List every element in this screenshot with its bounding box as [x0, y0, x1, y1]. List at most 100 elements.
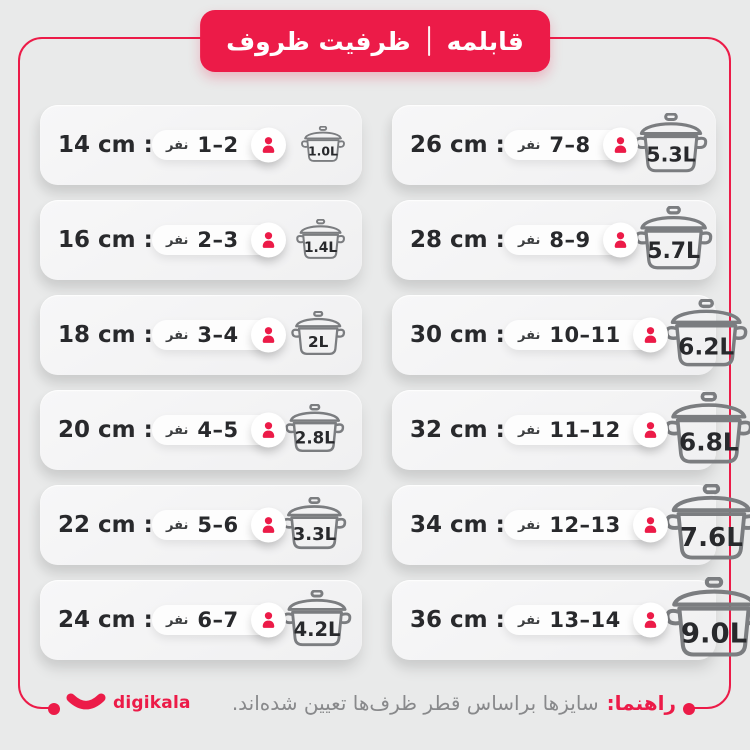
person-icon	[614, 137, 626, 153]
pot-icon: 6.2L	[663, 298, 749, 372]
pot-lid	[671, 496, 750, 513]
pot-lid	[289, 411, 341, 422]
people-count: 11–12	[549, 418, 621, 442]
people-unit-label: نفر	[518, 422, 541, 438]
frame-end-dot-right	[683, 703, 695, 715]
title-banner: ظرفیت ظروف قابلمه	[200, 10, 550, 72]
pot-handle-left	[301, 140, 309, 148]
size-label: 30 cm :	[410, 322, 505, 348]
pot-handle-left	[665, 609, 682, 626]
pot-body	[676, 512, 747, 560]
size-row: 26 cm : نفر 7–8 5.3L	[392, 105, 716, 185]
pot-body	[289, 516, 339, 550]
pot-icon: 9.0L	[663, 577, 750, 663]
pot-lid	[286, 505, 342, 517]
pot-liters-label: 2.8L	[295, 429, 335, 448]
pot-liters-label: 5.3L	[646, 143, 695, 167]
person-badge	[632, 602, 668, 638]
people-unit-label: نفر	[518, 517, 541, 533]
pot-lid-knob	[309, 404, 321, 411]
pot-handle-left	[634, 231, 648, 245]
size-row: 20 cm : نفر 4–5 2.8L	[40, 390, 362, 470]
digikala-wordmark: digikala	[113, 693, 191, 713]
person-icon	[614, 232, 626, 248]
pot-icon: 5.3L	[633, 113, 709, 177]
pot-icon: 4.2L	[281, 589, 353, 650]
pot-icon: 6.8L	[663, 391, 750, 469]
people-unit-label: نفر	[166, 422, 189, 438]
frame-bottom-mask	[54, 701, 689, 712]
pot-icon: 2.8L	[284, 404, 346, 456]
people-unit-label: نفر	[518, 232, 541, 248]
size-row: 24 cm : نفر 6–7 4.2L	[40, 580, 362, 660]
person-icon	[262, 232, 274, 248]
people-pill: نفر 2–3	[152, 222, 286, 258]
pot-lid-knob	[312, 311, 323, 318]
person-icon	[644, 612, 657, 628]
people-unit-label: نفر	[518, 327, 541, 343]
size-row: 30 cm : نفر 10–11 6.2L	[392, 295, 748, 375]
pot-lid-knob	[310, 589, 324, 598]
pot-body	[301, 233, 339, 259]
people-unit-label: نفر	[166, 137, 189, 153]
pot-icon: 3.3L	[281, 496, 348, 553]
pot-lid	[670, 309, 742, 324]
digikala-logo: digikala	[66, 693, 191, 713]
person-badge	[250, 412, 286, 448]
people-pill: نفر 12–13	[504, 507, 668, 543]
people-count: 6–7	[197, 608, 239, 632]
pot-liters-label: 9.0L	[681, 617, 747, 649]
person-badge	[632, 412, 668, 448]
person-badge	[250, 222, 286, 258]
pot-body	[675, 418, 742, 463]
pot-body	[297, 327, 339, 356]
pot-handle-left	[664, 325, 679, 340]
pot-liters-label: 7.6L	[680, 523, 743, 553]
people-pill: نفر 8–9	[504, 222, 638, 258]
people-count: 5–6	[197, 513, 239, 537]
size-row: 36 cm : نفر 13–14 9.0L	[392, 577, 750, 660]
pot-lid	[639, 215, 707, 230]
size-row: 34 cm : نفر 12–13 7.6L	[392, 484, 750, 565]
size-label: 36 cm :	[410, 607, 505, 633]
person-icon	[262, 137, 274, 153]
person-icon	[262, 612, 274, 628]
pot-handle-right	[698, 231, 712, 245]
people-pill: نفر 3–4	[152, 317, 286, 353]
people-pill: نفر 10–11	[504, 317, 668, 353]
person-badge	[250, 507, 286, 543]
people-unit-label: نفر	[166, 517, 189, 533]
pot-icon: 1.4L	[295, 218, 346, 262]
pot-lid-knob	[702, 484, 720, 495]
size-label: 34 cm :	[410, 512, 505, 538]
pot-body	[643, 229, 703, 270]
people-count: 1–2	[197, 133, 239, 157]
people-unit-label: نفر	[518, 137, 541, 153]
pot-liters-label: 1.0L	[308, 143, 338, 158]
pot-handle-left	[285, 423, 296, 434]
size-row: 18 cm : نفر 3–4 2L	[40, 295, 362, 375]
pot-lid-knob	[665, 205, 681, 215]
pot-icon: 7.6L	[663, 484, 750, 565]
pot-handle-right	[741, 514, 750, 531]
people-unit-label: نفر	[166, 232, 189, 248]
pot-lid-knob	[318, 125, 328, 131]
size-label: 20 cm :	[58, 417, 153, 443]
capacity-title: ظرفیت ظروف	[226, 26, 411, 56]
pot-lid	[287, 598, 347, 611]
column-large-sizes: 26 cm : نفر 7–8 5.3L 28 cm :	[392, 105, 750, 660]
person-icon	[262, 327, 274, 343]
pot-handle-right	[334, 423, 345, 434]
pot-liters-label: 1.4L	[304, 239, 337, 255]
pot-handle-right	[733, 325, 748, 340]
size-label: 28 cm :	[410, 227, 505, 253]
pot-liters-label: 4.2L	[293, 618, 340, 641]
people-pill: نفر 11–12	[504, 412, 668, 448]
people-unit-label: نفر	[518, 612, 541, 628]
pot-handle-left	[665, 514, 681, 531]
pot-lid	[671, 589, 750, 607]
people-count: 7–8	[549, 133, 591, 157]
people-pill: نفر 4–5	[152, 412, 286, 448]
size-row: 22 cm : نفر 5–6 3.3L	[40, 485, 362, 565]
